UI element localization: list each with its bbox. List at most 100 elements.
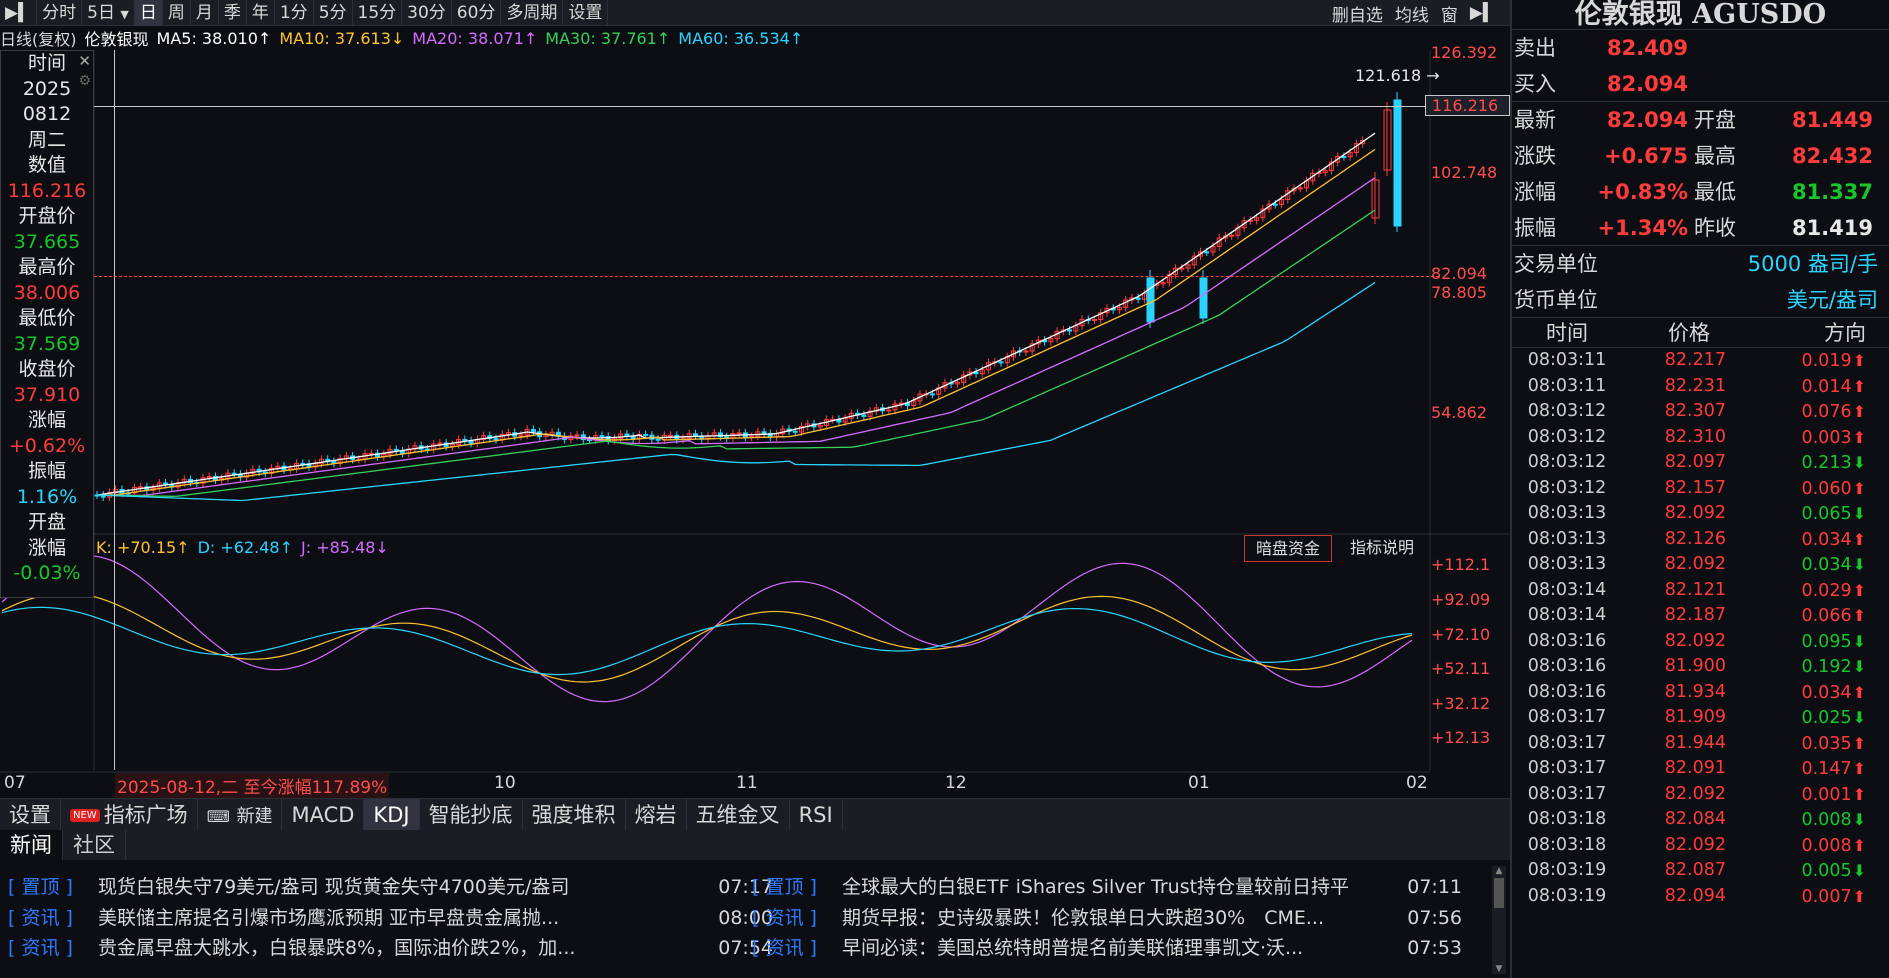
tick-change-value: 0.034 bbox=[1801, 555, 1852, 575]
tab-community[interactable]: 社区 bbox=[63, 830, 126, 860]
tab-smart-bottom[interactable]: 智能抄底 bbox=[420, 798, 523, 831]
unit-label: 交易单位 bbox=[1514, 252, 1598, 276]
tick-change-value: 0.095 bbox=[1801, 631, 1852, 652]
low-value: 81.337 bbox=[1791, 180, 1873, 204]
tab-monthly[interactable]: 月 bbox=[191, 0, 219, 26]
sidebar-toggle-icon[interactable]: ▶▍ bbox=[0, 0, 38, 26]
ma-line-ma20 bbox=[96, 177, 1376, 497]
scroll-thumb[interactable] bbox=[1494, 878, 1504, 908]
tab-60min[interactable]: 60分 bbox=[452, 0, 502, 26]
tab-15min[interactable]: 15分 bbox=[353, 0, 403, 26]
news-title: 早间必读：美国总统特朗普提名前美联储理事凯文·沃... bbox=[842, 937, 1304, 959]
collapse-panel-icon[interactable]: ▶▍ bbox=[1469, 3, 1496, 23]
chart-mode-label[interactable]: 日线(复权) bbox=[0, 30, 77, 49]
news-item[interactable]: [ 资讯 ] 早间必读：美国总统特朗普提名前美联储理事凯文·沃... 07:53 bbox=[752, 933, 1462, 963]
crosshair-vertical bbox=[114, 50, 115, 770]
candle-body bbox=[1135, 297, 1141, 300]
tab-multi-period[interactable]: 多周期 bbox=[501, 0, 564, 26]
remove-watchlist-button[interactable]: 删自选 bbox=[1331, 5, 1383, 26]
ticks-header: 时间 价格 方向 bbox=[1512, 318, 1889, 348]
tick-price: 82.091 bbox=[1664, 758, 1726, 778]
tab-lava[interactable]: 熔岩 bbox=[626, 798, 687, 831]
sell-value: 82.409 bbox=[1606, 36, 1688, 60]
candlestick-chart[interactable] bbox=[0, 50, 1510, 798]
tick-price: 81.934 bbox=[1664, 681, 1726, 702]
tick-price: 82.097 bbox=[1664, 452, 1726, 472]
arrow-up-icon: ⬆ bbox=[1852, 376, 1866, 396]
candle-body bbox=[437, 442, 443, 445]
kdj-tick: +72.10 bbox=[1431, 625, 1491, 644]
candle-body bbox=[574, 434, 580, 437]
arrow-down-icon: ⬇ bbox=[1852, 657, 1866, 676]
candle-body bbox=[1229, 234, 1235, 237]
indicator-settings-button[interactable]: 设置 bbox=[0, 798, 61, 831]
tab-30min[interactable]: 30分 bbox=[402, 0, 452, 26]
candle-body bbox=[1191, 255, 1197, 266]
ma-button[interactable]: 均线 bbox=[1394, 5, 1429, 26]
news-item[interactable]: [ 资讯 ] 贵金属早盘大跳水，白银暴跌8%，国际油价跌2%，加... 07:5… bbox=[8, 933, 773, 963]
tab-yearly[interactable]: 年 bbox=[247, 0, 275, 26]
tab-rsi[interactable]: RSI bbox=[790, 798, 843, 831]
tick-change-value: 0.060 bbox=[1801, 478, 1852, 499]
news-tabs: 新闻 社区 bbox=[0, 830, 1510, 860]
candle-body bbox=[1360, 139, 1366, 145]
news-item[interactable]: [ 资讯 ] 期货早报：史诗级暴跌！伦敦银单日大跌超30% CME... 07:… bbox=[752, 903, 1462, 933]
tick-change-value: 0.014 bbox=[1801, 376, 1852, 397]
tick-time: 08:03:16 bbox=[1527, 681, 1607, 702]
panel-close-icon[interactable]: ✕ bbox=[78, 52, 91, 70]
scroll-up-icon[interactable]: ▲ bbox=[1495, 866, 1503, 876]
candle-body bbox=[1328, 161, 1334, 172]
candle-body bbox=[1197, 251, 1203, 257]
price-tick: 126.392 bbox=[1431, 43, 1498, 62]
tab-intraday[interactable]: 分时 bbox=[37, 0, 83, 26]
tab-5min[interactable]: 5分 bbox=[314, 0, 353, 26]
tick-change-value: 0.019 bbox=[1801, 351, 1852, 371]
candle-body bbox=[206, 475, 212, 479]
arrow-up-icon: ⬆ bbox=[1852, 351, 1866, 370]
indicator-help-button[interactable]: 指标说明 bbox=[1349, 538, 1414, 557]
date-value: 0812 bbox=[22, 103, 72, 125]
indicator-plaza-button[interactable]: NEW 指标广场 bbox=[61, 798, 198, 831]
scroll-down-icon[interactable]: ▼ bbox=[1495, 964, 1503, 974]
candle-body bbox=[462, 438, 468, 442]
tab-macd[interactable]: MACD bbox=[282, 798, 365, 831]
tick-price: 82.084 bbox=[1664, 809, 1726, 829]
news-item[interactable]: [ 置顶 ] 全球最大的白银ETF iShares Silver Trust持仓… bbox=[752, 872, 1462, 902]
tab-strength-stack[interactable]: 强度堆积 bbox=[523, 798, 626, 831]
news-scrollbar[interactable]: ▲ ▼ bbox=[1492, 866, 1506, 974]
tab-news[interactable]: 新闻 bbox=[0, 830, 63, 860]
tab-5d-golden-cross[interactable]: 五维金叉 bbox=[687, 798, 790, 831]
tab-5day[interactable]: 5日 ▼ bbox=[82, 0, 135, 26]
tab-settings[interactable]: 设置 bbox=[563, 0, 609, 26]
tick-change: 0.025⬇ bbox=[1730, 705, 1870, 731]
tick-change: 0.008⬆ bbox=[1730, 833, 1870, 859]
tick-time: 08:03:11 bbox=[1527, 375, 1607, 396]
candle-body bbox=[861, 414, 867, 417]
kdj-tick: +112.1 bbox=[1431, 555, 1491, 574]
window-button[interactable]: 窗 bbox=[1440, 5, 1458, 26]
tab-daily[interactable]: 日 bbox=[134, 0, 163, 26]
tab-weekly[interactable]: 周 bbox=[163, 0, 191, 26]
tab-kdj[interactable]: KDJ bbox=[364, 798, 420, 831]
arrow-up-icon: ⬆ bbox=[1852, 529, 1866, 549]
tick-row: 08:03:16 82.092 0.095⬇ bbox=[1512, 629, 1889, 655]
tick-row: 08:03:12 82.097 0.213⬇ bbox=[1512, 450, 1889, 476]
price-tick: 102.748 bbox=[1431, 163, 1498, 182]
arrow-down-icon: ⬇ bbox=[1852, 810, 1866, 829]
panel-settings-icon[interactable]: ⚙ bbox=[78, 73, 91, 89]
news-item[interactable]: [ 置顶 ] 现货白银失守79美元/盎司 现货黄金失守4700美元/盎司 07:… bbox=[8, 872, 773, 902]
candle-body bbox=[1185, 264, 1191, 269]
dark-fund-button[interactable]: 暗盘资金 bbox=[1244, 535, 1332, 562]
new-indicator-button[interactable]: ⌨ 新建 bbox=[198, 798, 283, 831]
tab-quarterly[interactable]: 季 bbox=[219, 0, 247, 26]
tab-1min[interactable]: 1分 bbox=[275, 0, 314, 26]
amp-label: 振幅 bbox=[27, 460, 66, 482]
news-item[interactable]: [ 资讯 ] 美联储主席提名引爆市场鹰派预期 亚市早盘贵金属抛... 08:00 bbox=[8, 903, 773, 933]
tick-price: 82.087 bbox=[1664, 860, 1726, 880]
tick-row: 08:03:13 82.092 0.034⬇ bbox=[1512, 552, 1889, 578]
candle-body bbox=[1279, 198, 1285, 205]
tick-price: 82.187 bbox=[1664, 605, 1726, 625]
tick-change: 0.034⬆ bbox=[1730, 680, 1870, 706]
pct-value: +0.83% bbox=[1597, 180, 1688, 204]
